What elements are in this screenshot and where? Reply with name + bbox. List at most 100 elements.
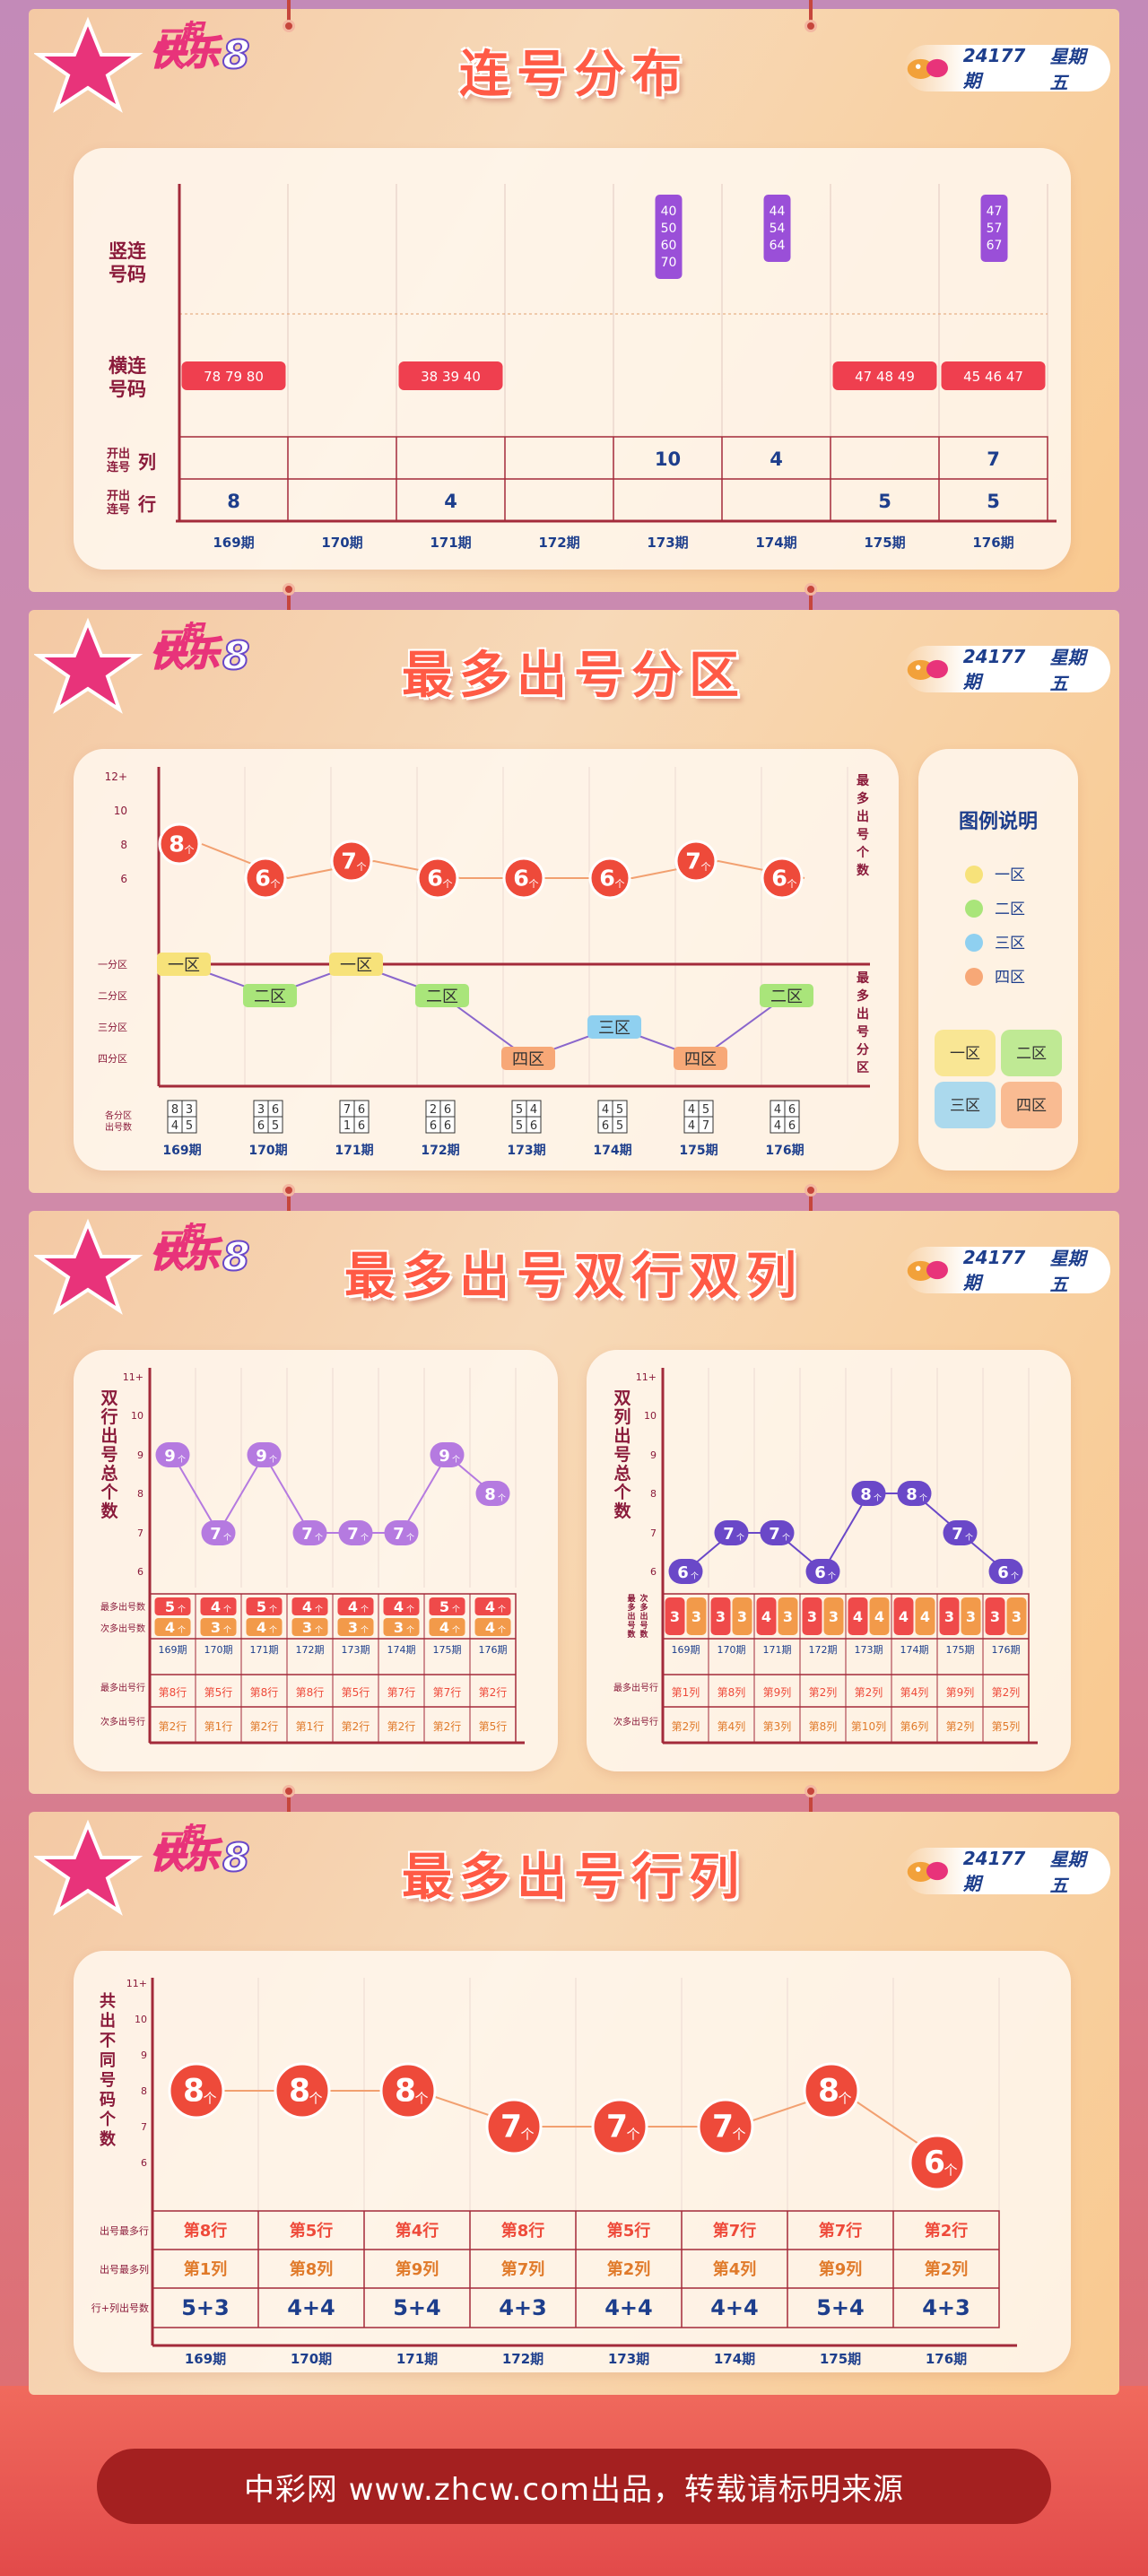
most-count-tag (291, 1597, 328, 1615)
issue-badge: 24177期 星期五 (904, 1247, 1110, 1295)
value-pill-unit: 个 (1011, 1571, 1019, 1581)
zone-level-label: 三分区 (98, 1022, 127, 1033)
horizontal-number: 45 46 47 (963, 369, 1023, 385)
horizontal-consecutive-bar (832, 361, 937, 390)
legend-swatch (965, 900, 983, 918)
max-count-ball (244, 857, 287, 900)
most-count-value: 4 (485, 1598, 495, 1615)
most-count-value: 4 (853, 1608, 863, 1625)
row-label-vertical: 号码 (109, 264, 146, 285)
max-count-ball (761, 857, 804, 900)
zone-count-value: 8 (171, 1103, 178, 1117)
issue-weekday: 星期五 (1049, 647, 1086, 694)
value-pill-unit: 个 (223, 1533, 231, 1543)
most-col-value: 第2列 (925, 2259, 969, 2279)
max-count-ball-value: 6 (427, 865, 443, 891)
svg-text:8: 8 (222, 1835, 250, 1881)
zone-count-value: 4 (688, 1103, 695, 1117)
second-row-value: 第4列 (718, 1720, 746, 1733)
hanger (809, 0, 813, 23)
period-label: 174期 (755, 535, 796, 551)
max-count-ball-unit: 个 (615, 878, 625, 890)
most-col-value: 第8列 (290, 2259, 334, 2279)
panel-row-col: 快乐 8 一起 最多出号行列 24177期 星期五 11+ 10 9 8 7 6 共出不同号… (29, 1812, 1119, 2395)
row-label-vertical: 竖连 (109, 240, 147, 262)
most-count-unit: 个 (361, 1605, 369, 1614)
second-count-value: 3 (691, 1608, 701, 1625)
vertical-consecutive-bar (763, 195, 791, 262)
consecutive-card: 竖连 号码 横连 号码 开出 连号列开出 连号行 169期 78 79 80 8 170期 171期 3… (74, 148, 1071, 570)
page-title: 最多出号双行双列 (344, 1248, 804, 1306)
value-ball (379, 2062, 437, 2119)
issue-weekday: 星期五 (1049, 1248, 1086, 1295)
hanger (809, 1188, 813, 1211)
zone-count-value: 7 (702, 1119, 709, 1133)
row-label-row-count: 开出 (107, 489, 130, 503)
row-label-row-count: 行 (137, 493, 156, 515)
vertical-number: 44 (770, 205, 786, 219)
value-pill (897, 1481, 932, 1506)
hanger (809, 587, 813, 610)
zone-count-cell (353, 1116, 370, 1134)
hanger (287, 0, 291, 23)
value-pill-value: 6 (997, 1563, 1009, 1582)
issue-weekday: 星期五 (1049, 1849, 1086, 1896)
value-ball (697, 2098, 754, 2155)
row-label: 出 (627, 1611, 635, 1622)
legend-grid-cell (935, 1030, 996, 1076)
value-pill (851, 1481, 886, 1506)
row-label: 号 (639, 1621, 648, 1631)
vertical-number: 67 (987, 239, 1003, 253)
y-tick: 6 (137, 1566, 144, 1578)
zone-count-value: 6 (788, 1103, 796, 1117)
value-pill (943, 1520, 978, 1545)
zone-count-value: 6 (257, 1119, 265, 1133)
most-count-tag (756, 1597, 777, 1635)
legend-grid-cell (1001, 1082, 1062, 1128)
page-title: 最多出号行列 (402, 1849, 746, 1907)
most-count-value: 3 (716, 1608, 726, 1625)
most-count-tag (710, 1597, 731, 1635)
zone-count-cell (698, 1116, 714, 1134)
double-col-card: 11+ 10 9 8 7 6 双列出号总个数 6 个 7 个 7 个 6 个 8 个 8 个 7 个 6 个最多出号数次多出… (587, 1350, 1071, 1771)
row-count-value: 5 (878, 491, 891, 512)
most-count-value: 5 (439, 1598, 449, 1615)
zone-tag-label: 二区 (254, 988, 286, 1006)
value-pill-unit: 个 (178, 1455, 186, 1465)
row-count-value: 8 (227, 491, 240, 512)
zone-count-value: 5 (272, 1119, 279, 1133)
second-count-value: 3 (829, 1608, 839, 1625)
value-pill-unit: 个 (736, 1533, 744, 1543)
footer-source: 中彩网 www.zhcw.com出品，转载请标明来源 (97, 2449, 1051, 2524)
most-count-value: 4 (211, 1598, 221, 1615)
right-label-top: 数 (857, 863, 870, 878)
y-tick: 10 (135, 2014, 147, 2025)
period-label: 169期 (162, 1144, 201, 1158)
zone-count-value: 5 (616, 1103, 623, 1117)
row-label: 最多出号行 (100, 1682, 145, 1693)
y-tick: 8 (120, 839, 127, 851)
zone-tag-label: 一区 (168, 956, 200, 975)
row-label: 行+列出号数 (91, 2302, 149, 2314)
hanger (287, 1188, 291, 1211)
value-ball-unit: 个 (838, 2091, 851, 2107)
zone-count-cell (181, 1116, 197, 1134)
pin-icon (283, 583, 295, 596)
right-label-bottom: 区 (857, 1061, 869, 1075)
max-count-ball (158, 822, 201, 866)
svg-text:8: 8 (222, 633, 250, 679)
y-axis-label: 总 (100, 1463, 117, 1484)
most-row-value: 第2行 (479, 1686, 508, 1699)
most-count-unit: 个 (223, 1605, 231, 1614)
y-tick: 11+ (636, 1371, 657, 1383)
second-row-value: 第8列 (809, 1720, 838, 1733)
max-count-ball-unit: 个 (529, 878, 539, 890)
value-pill-value: 9 (439, 1447, 450, 1466)
second-row-value: 第2列 (946, 1720, 975, 1733)
second-row-value: 第10列 (851, 1720, 886, 1733)
legend-label: 一区 (995, 866, 1025, 884)
issue-badge: 24177期 星期五 (904, 646, 1110, 694)
value-ball-unit: 个 (626, 2127, 639, 2143)
